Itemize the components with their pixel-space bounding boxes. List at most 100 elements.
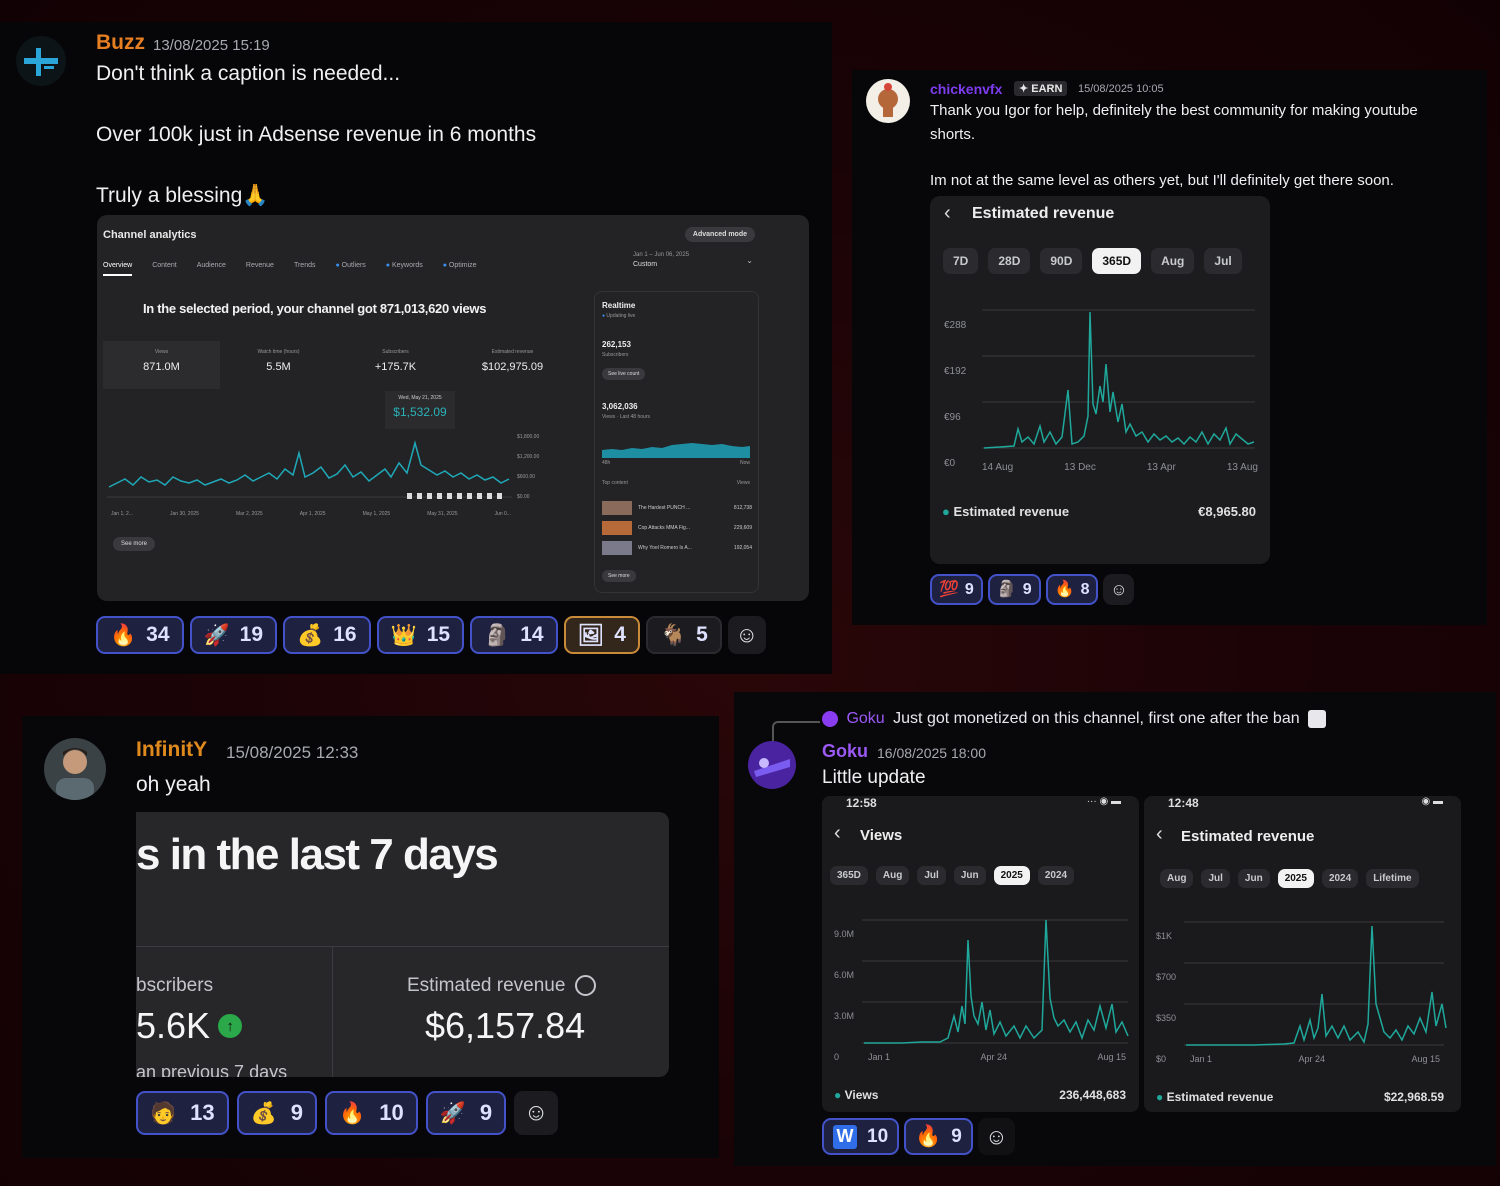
date-range-selector[interactable]: Jan 1 – Jun 06, 2025 Custom ⌄ bbox=[633, 252, 753, 268]
stat-revenue[interactable]: Estimated revenue $102,975.09 bbox=[454, 341, 571, 389]
analytics-screenshot[interactable]: Channel analytics Advanced mode Overview… bbox=[97, 215, 809, 601]
tab-audience[interactable]: Audience bbox=[196, 262, 226, 269]
back-arrow-icon[interactable]: ‹ bbox=[1156, 823, 1163, 845]
message-card-infinity: InfinitY 15/08/2025 12:33 oh yeah s in t… bbox=[22, 716, 719, 1158]
username[interactable]: Buzz bbox=[96, 31, 145, 54]
username[interactable]: InfinitY bbox=[136, 738, 208, 761]
pill-2024[interactable]: 2024 bbox=[1037, 866, 1075, 885]
pill-aug[interactable]: Aug bbox=[1151, 248, 1195, 274]
pill-2025[interactable]: 2025 bbox=[1277, 869, 1314, 888]
list-item[interactable]: Cop Attacks MMA Fig... 229,609 bbox=[602, 518, 752, 538]
tab-optimize[interactable]: ● Optimize bbox=[442, 262, 477, 269]
stat-subscribers[interactable]: Subscribers +175.7K bbox=[337, 341, 454, 389]
reaction-fire[interactable]: 🔥 9 bbox=[904, 1118, 973, 1155]
reaction-face[interactable]: 🗿 9 bbox=[987, 574, 1041, 605]
tab-content[interactable]: Content bbox=[152, 262, 177, 269]
reaction-100[interactable]: 💯 9 bbox=[930, 574, 983, 605]
reaction-fire[interactable]: 🔥 10 bbox=[325, 1091, 418, 1135]
stat-watch-time[interactable]: Watch time (hours) 5.5M bbox=[220, 341, 337, 389]
revenue-screenshot[interactable]: ‹ Estimated revenue 7D 28D 90D 365D Aug Jul €… bbox=[930, 196, 1270, 564]
reaction-fire[interactable]: 🔥 8 bbox=[1045, 574, 1099, 605]
date-range: Jan 1 – Jun 06, 2025 bbox=[633, 252, 690, 258]
sparkle-icon: ✦ bbox=[1019, 83, 1029, 95]
revenue-line bbox=[983, 311, 1255, 449]
reaction-w[interactable]: W 10 bbox=[822, 1118, 900, 1155]
pill-jul[interactable]: Jul bbox=[917, 866, 946, 885]
reaction-person[interactable]: 🧑 13 bbox=[136, 1091, 229, 1135]
reaction-bar: 🧑 13 💰 9 🔥 10 🚀 9 ☺ bbox=[136, 1091, 559, 1135]
views-phone-screenshot[interactable]: 12:58 ··· ◉ ▬ ‹ Views 365D Aug Jul Jun 2025 2… bbox=[822, 796, 1139, 1112]
x-tick: 13 Apr bbox=[1146, 462, 1176, 473]
chicken-avatar-icon bbox=[878, 83, 898, 117]
avatar[interactable] bbox=[44, 738, 106, 800]
pill-aug[interactable]: Aug bbox=[875, 866, 910, 885]
stat-views[interactable]: Views 871.0M bbox=[103, 341, 220, 389]
back-arrow-icon[interactable]: ‹ bbox=[944, 202, 951, 224]
reaction-rocket[interactable]: 🚀 9 bbox=[425, 1091, 507, 1135]
add-reaction-button[interactable]: ☺ bbox=[1103, 574, 1135, 605]
pill-jun[interactable]: Jun bbox=[1237, 869, 1270, 888]
reaction-custom[interactable]: 🖼 4 bbox=[563, 616, 640, 654]
reply-preview[interactable]: Goku Just got monetized on this channel,… bbox=[822, 710, 1327, 728]
reaction-count: 10 bbox=[867, 1125, 889, 1147]
x-tick: Jan 1 bbox=[1190, 1054, 1213, 1064]
message-card-buzz: Buzz 13/08/2025 15:19 Don't think a capt… bbox=[0, 22, 832, 674]
see-live-count-button[interactable]: See live count bbox=[602, 368, 646, 380]
reaction-face[interactable]: 🗿 14 bbox=[470, 616, 558, 654]
pill-7d[interactable]: 7D bbox=[943, 248, 979, 274]
reaction-count: 19 bbox=[239, 623, 264, 646]
pill-aug[interactable]: Aug bbox=[1160, 869, 1194, 888]
tab-outliers[interactable]: ● Outliers bbox=[335, 262, 366, 269]
list-item[interactable]: Why Yoel Romero Is A... 192,054 bbox=[602, 538, 752, 558]
pill-365d[interactable]: 365D bbox=[830, 866, 868, 885]
item-title: Cop Attacks MMA Fig... bbox=[638, 525, 690, 531]
headline: In the selected period, your channel got… bbox=[143, 301, 487, 316]
reaction-rocket[interactable]: 🚀 19 bbox=[189, 616, 278, 654]
reaction-goat[interactable]: 🐐 5 bbox=[645, 616, 722, 654]
avatar[interactable] bbox=[748, 741, 796, 789]
pill-2024[interactable]: 2024 bbox=[1321, 869, 1359, 888]
custom-face-icon: 🗿 bbox=[996, 580, 1017, 598]
list-item[interactable]: The Hardest PUNCH ... 812,738 bbox=[602, 498, 752, 518]
subscribers-value-row: 5.6K ↑ bbox=[136, 1005, 243, 1047]
back-arrow-icon[interactable]: ‹ bbox=[834, 822, 841, 844]
clock-icon[interactable] bbox=[574, 975, 596, 997]
see-more-button[interactable]: See more bbox=[602, 570, 636, 582]
tab-overview[interactable]: Overview bbox=[103, 262, 133, 276]
revenue-phone-screenshot[interactable]: 12:48 ◉ ▬ ‹ Estimated revenue Aug Jul Jun 2… bbox=[1144, 796, 1461, 1112]
avatar[interactable] bbox=[866, 79, 910, 123]
progress-dots bbox=[407, 493, 502, 499]
reaction-money-bag[interactable]: 💰 9 bbox=[236, 1091, 318, 1135]
pill-lifetime[interactable]: Lifetime bbox=[1366, 869, 1419, 888]
add-reaction-button[interactable]: ☺ bbox=[514, 1091, 559, 1135]
avatar[interactable] bbox=[16, 36, 66, 86]
reaction-money-bag[interactable]: 💰 16 bbox=[283, 616, 371, 654]
tab-revenue[interactable]: Revenue bbox=[245, 262, 274, 269]
pill-90d[interactable]: 90D bbox=[1040, 248, 1083, 274]
status-time: 12:58 bbox=[846, 796, 877, 810]
thumbnail bbox=[602, 541, 632, 555]
pill-jul[interactable]: Jul bbox=[1204, 248, 1242, 274]
username[interactable]: Goku bbox=[822, 741, 869, 761]
pill-2025[interactable]: 2025 bbox=[993, 866, 1030, 885]
reaction-fire[interactable]: 🔥 34 bbox=[96, 616, 184, 654]
tab-trends[interactable]: Trends bbox=[293, 262, 316, 269]
add-reaction-button[interactable]: ☺ bbox=[977, 1118, 1015, 1155]
pill-365d[interactable]: 365D bbox=[1092, 248, 1142, 274]
pill-jun[interactable]: Jun bbox=[953, 866, 986, 885]
username[interactable]: chickenvfx bbox=[930, 81, 1003, 97]
stats-panel: bscribers 5.6K ↑ an previous 7 days Esti… bbox=[136, 946, 669, 1077]
tooltip-date: Wed, May 21, 2025 bbox=[398, 395, 442, 401]
advanced-mode-button[interactable]: Advanced mode bbox=[684, 227, 755, 242]
custom-face-icon: 🗿 bbox=[484, 623, 511, 647]
see-more-button[interactable]: See more bbox=[113, 537, 156, 551]
revenue-snippet-screenshot[interactable]: s in the last 7 days bscribers 5.6K ↑ an… bbox=[136, 812, 669, 1077]
add-reaction-button[interactable]: ☺ bbox=[727, 616, 766, 654]
tab-keywords[interactable]: ● Keywords bbox=[385, 262, 423, 269]
revenue-chart bbox=[982, 309, 1255, 449]
pill-28d[interactable]: 28D bbox=[988, 248, 1031, 274]
pill-jul[interactable]: Jul bbox=[1201, 869, 1230, 888]
reply-avatar-icon bbox=[822, 711, 838, 727]
smiley-icon: ☺ bbox=[985, 1123, 1008, 1149]
reaction-crown[interactable]: 👑 15 bbox=[376, 616, 465, 654]
